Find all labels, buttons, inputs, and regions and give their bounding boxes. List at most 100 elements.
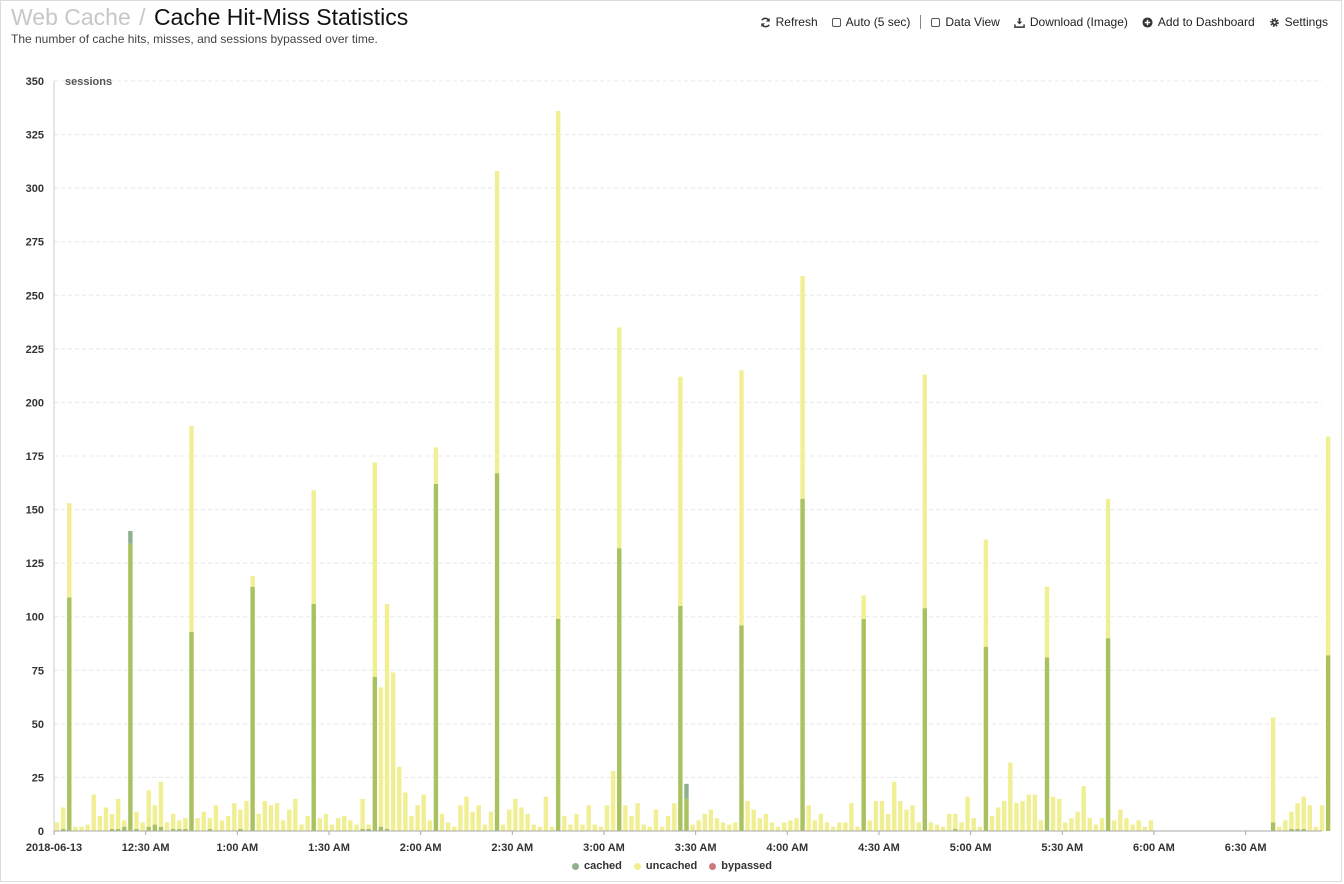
bar-group[interactable]: [317, 818, 323, 831]
bar-group[interactable]: [983, 539, 989, 831]
bar-group[interactable]: [714, 818, 720, 831]
bar-group[interactable]: [73, 826, 78, 831]
bar-group[interactable]: [409, 816, 414, 831]
bar-group[interactable]: [696, 820, 701, 831]
bar-group[interactable]: [867, 820, 872, 831]
bar-group[interactable]: [470, 811, 475, 831]
bar-group[interactable]: [103, 807, 109, 831]
bar-group[interactable]: [928, 822, 934, 831]
bar-group[interactable]: [910, 805, 915, 831]
bar-group[interactable]: [739, 370, 744, 831]
bar-group[interactable]: [464, 796, 469, 831]
breadcrumb[interactable]: Web Cache: [11, 4, 131, 30]
bar-group[interactable]: [384, 603, 390, 831]
bar-group[interactable]: [1130, 824, 1135, 831]
bar-group[interactable]: [293, 798, 298, 831]
bar-group[interactable]: [953, 813, 958, 831]
bar-group[interactable]: [1075, 811, 1080, 831]
bar-group[interactable]: [1099, 818, 1105, 831]
legend-item-bypassed[interactable]: bypassed: [709, 860, 772, 872]
bar-group[interactable]: [128, 531, 133, 831]
bar-group[interactable]: [788, 820, 793, 831]
bar-group[interactable]: [1026, 794, 1031, 831]
bar-group[interactable]: [1044, 586, 1050, 831]
bar-group[interactable]: [806, 805, 811, 831]
bar-group[interactable]: [256, 813, 261, 831]
bar-group[interactable]: [843, 822, 848, 831]
bar-group[interactable]: [592, 824, 598, 831]
bar-group[interactable]: [335, 818, 341, 831]
bar-group[interactable]: [879, 801, 885, 831]
bar-group[interactable]: [213, 805, 219, 831]
bar-group[interactable]: [1142, 826, 1147, 831]
bar-group[interactable]: [225, 816, 231, 831]
bar-group[interactable]: [433, 447, 439, 831]
bar-group[interactable]: [800, 276, 805, 831]
bar-group[interactable]: [818, 813, 824, 831]
bar-group[interactable]: [445, 822, 451, 831]
bar-group[interactable]: [1093, 824, 1099, 831]
bar-group[interactable]: [885, 813, 891, 831]
bar-group[interactable]: [653, 809, 659, 831]
bar-group[interactable]: [861, 595, 866, 831]
bar-group[interactable]: [959, 822, 964, 831]
bar-group[interactable]: [1081, 786, 1086, 831]
bar-group[interactable]: [1307, 805, 1312, 831]
bar-group[interactable]: [580, 824, 585, 831]
bar-group[interactable]: [641, 824, 646, 831]
bar-group[interactable]: [543, 796, 549, 831]
bar-group[interactable]: [745, 801, 750, 831]
bar-group[interactable]: [91, 794, 96, 831]
bar-group[interactable]: [372, 462, 378, 831]
bar-group[interactable]: [97, 816, 103, 831]
bar-group[interactable]: [1032, 794, 1037, 831]
bar-group[interactable]: [311, 490, 316, 831]
bar-group[interactable]: [830, 826, 836, 831]
bar-group[interactable]: [274, 803, 280, 831]
bar-group[interactable]: [623, 805, 628, 831]
bar-group[interactable]: [751, 809, 756, 831]
bar-group[interactable]: [1069, 818, 1074, 831]
bar-group[interactable]: [170, 813, 176, 831]
settings-button[interactable]: Settings: [1269, 15, 1328, 29]
bar-group[interactable]: [1319, 805, 1325, 831]
bar-group[interactable]: [115, 798, 121, 831]
bar-group[interactable]: [635, 803, 640, 831]
bar-group[interactable]: [733, 822, 738, 831]
bar-group[interactable]: [647, 826, 653, 831]
bar-group[interactable]: [354, 824, 359, 831]
bar-group[interactable]: [904, 809, 909, 831]
bar-group[interactable]: [1325, 436, 1331, 831]
bar-group[interactable]: [158, 781, 164, 831]
bar-group[interactable]: [164, 822, 170, 831]
bar-group[interactable]: [342, 816, 347, 831]
bar-group[interactable]: [1002, 801, 1007, 831]
bar-group[interactable]: [122, 820, 127, 831]
bar-group[interactable]: [79, 826, 84, 831]
bar-group[interactable]: [586, 805, 591, 831]
bar-group[interactable]: [898, 801, 903, 831]
bar-group[interactable]: [1289, 811, 1294, 831]
bar-group[interactable]: [250, 576, 255, 831]
bar-group[interactable]: [537, 826, 543, 831]
legend-item-uncached[interactable]: uncached: [633, 860, 697, 872]
bar-group[interactable]: [892, 781, 897, 831]
bar-group[interactable]: [415, 805, 420, 831]
bar-group[interactable]: [397, 766, 402, 831]
bar-group[interactable]: [849, 803, 854, 831]
bar-group[interactable]: [562, 816, 567, 831]
bar-group[interactable]: [763, 813, 769, 831]
bar-group[interactable]: [1020, 801, 1025, 831]
bar-group[interactable]: [965, 796, 970, 831]
bar-group[interactable]: [555, 111, 561, 831]
bar-group[interactable]: [629, 816, 634, 831]
bar-group[interactable]: [855, 826, 860, 831]
bar-group[interactable]: [727, 824, 732, 831]
bar-group[interactable]: [672, 803, 677, 831]
bar-group[interactable]: [109, 813, 115, 831]
bar-group[interactable]: [525, 813, 530, 831]
bar-group[interactable]: [702, 813, 708, 831]
bar-group[interactable]: [85, 824, 90, 831]
bar-group[interactable]: [617, 327, 622, 831]
bar-group[interactable]: [305, 816, 310, 831]
